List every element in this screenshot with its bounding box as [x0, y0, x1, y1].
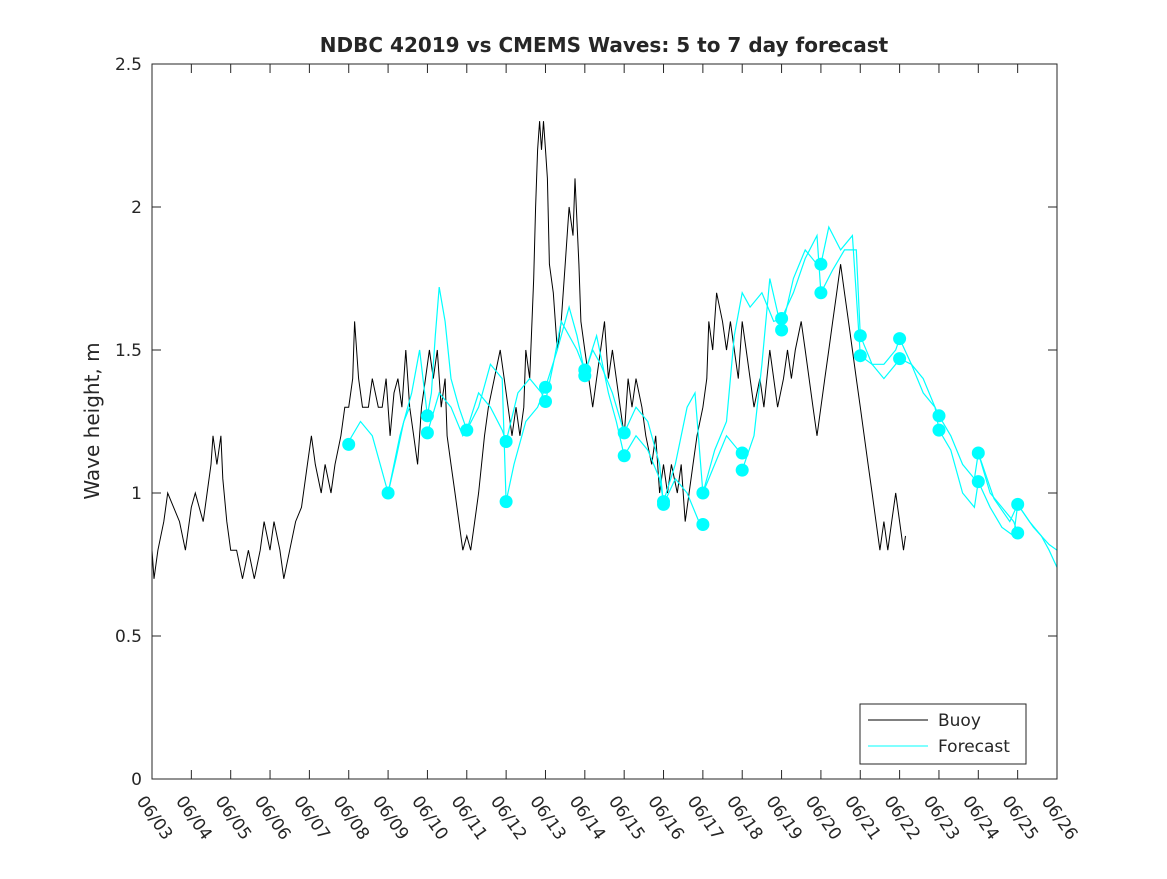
- forecast-marker-19: [775, 312, 789, 325]
- forecast-marker-17: [735, 446, 749, 460]
- x-tick-label-7: 06/10: [407, 792, 451, 844]
- forecast-marker-12: [617, 449, 631, 463]
- y-tick-label-5: 2.5: [115, 55, 142, 75]
- y-tick-label-0: 0: [131, 770, 142, 790]
- forecast-marker-3: [420, 426, 434, 440]
- forecast-line-14: [899, 338, 979, 509]
- forecast-marker-1: [381, 486, 395, 500]
- x-tick-label-10: 06/13: [525, 792, 569, 844]
- forecast-marker-18: [735, 463, 749, 477]
- x-tick-label-13: 06/16: [643, 792, 687, 844]
- x-tick-label-0: 06/03: [132, 792, 176, 844]
- forecast-line-9: [702, 291, 782, 494]
- forecast-marker-27: [932, 409, 946, 423]
- x-tick-label-12: 06/15: [604, 792, 648, 844]
- forecast-line-1: [387, 286, 468, 494]
- x-tick-label-15: 06/18: [722, 792, 766, 844]
- x-tick-label-9: 06/12: [486, 792, 530, 844]
- legend-forecast-label: Forecast: [938, 737, 1010, 757]
- forecast-marker-20: [775, 323, 789, 337]
- forecast-marker-16: [696, 518, 710, 531]
- y-tick-label-2: 1: [131, 484, 142, 504]
- forecast-marker-31: [1011, 497, 1025, 511]
- forecast-marker-0: [342, 437, 356, 451]
- forecast-marker-22: [814, 286, 828, 300]
- forecast-marker-2: [420, 409, 434, 423]
- x-tick-label-4: 06/07: [289, 792, 333, 844]
- x-tick-label-17: 06/20: [801, 792, 845, 844]
- forecast-marker-7: [539, 380, 552, 394]
- y-tick-label-3: 1.5: [115, 341, 142, 361]
- x-tick-label-6: 06/09: [368, 792, 412, 844]
- x-tick-label-21: 06/24: [958, 792, 1002, 844]
- y-axis-label: Wave height, m: [80, 342, 104, 499]
- x-tick-label-2: 06/05: [211, 792, 255, 844]
- forecast-marker-6: [499, 435, 513, 448]
- forecast-marker-26: [893, 352, 907, 366]
- forecast-line-0: [348, 406, 411, 494]
- forecast-marker-15: [696, 486, 710, 500]
- forecast-marker-11: [617, 426, 631, 440]
- x-tick-label-1: 06/04: [171, 792, 215, 844]
- x-tick-label-14: 06/17: [683, 792, 727, 844]
- x-tick-label-19: 06/22: [880, 792, 924, 844]
- x-tick-label-8: 06/11: [447, 792, 491, 844]
- y-tick-label-1: 0.5: [115, 627, 142, 647]
- y-tick-label-4: 2: [131, 198, 142, 218]
- x-tick-label-23: 06/26: [1037, 792, 1081, 844]
- legend-box: [859, 703, 1027, 765]
- x-tick-label-3: 06/06: [250, 792, 294, 844]
- forecast-marker-32: [1011, 526, 1025, 540]
- forecast-marker-4: [460, 423, 474, 437]
- legend: Buoy Forecast: [859, 703, 1027, 765]
- forecast-line-3: [466, 363, 547, 502]
- legend-buoy-label: Buoy: [938, 711, 981, 731]
- forecast-line-13: [859, 335, 940, 417]
- forecast-line-12: [820, 225, 901, 365]
- plot-area: [152, 121, 1057, 579]
- buoy-line: [152, 121, 906, 579]
- forecast-marker-24: [853, 349, 867, 363]
- x-tick-label-22: 06/25: [998, 792, 1042, 844]
- forecast-marker-10: [578, 369, 592, 383]
- x-tick-label-16: 06/19: [761, 792, 805, 844]
- x-tick-label-18: 06/21: [840, 792, 884, 844]
- forecast-line-6: [584, 333, 665, 502]
- axes-box: [151, 63, 1058, 780]
- forecast-marker-8: [539, 395, 552, 408]
- chart-title: NDBC 42019 vs CMEMS Waves: 5 to 7 day fo…: [320, 33, 889, 57]
- forecast-marker-14: [657, 497, 670, 511]
- forecast-marker-25: [893, 332, 907, 346]
- forecast-marker-29: [971, 446, 985, 460]
- forecast-marker-23: [853, 329, 867, 343]
- forecast-marker-21: [814, 257, 828, 271]
- forecast-marker-30: [971, 475, 985, 489]
- x-tick-label-20: 06/23: [919, 792, 963, 844]
- forecast-marker-28: [932, 423, 946, 437]
- forecast-marker-5: [499, 495, 513, 509]
- forecast-line-10: [741, 248, 821, 471]
- x-tick-label-11: 06/14: [565, 792, 609, 844]
- forecast-line-16: [977, 481, 1057, 568]
- x-tick-label-5: 06/08: [329, 792, 373, 844]
